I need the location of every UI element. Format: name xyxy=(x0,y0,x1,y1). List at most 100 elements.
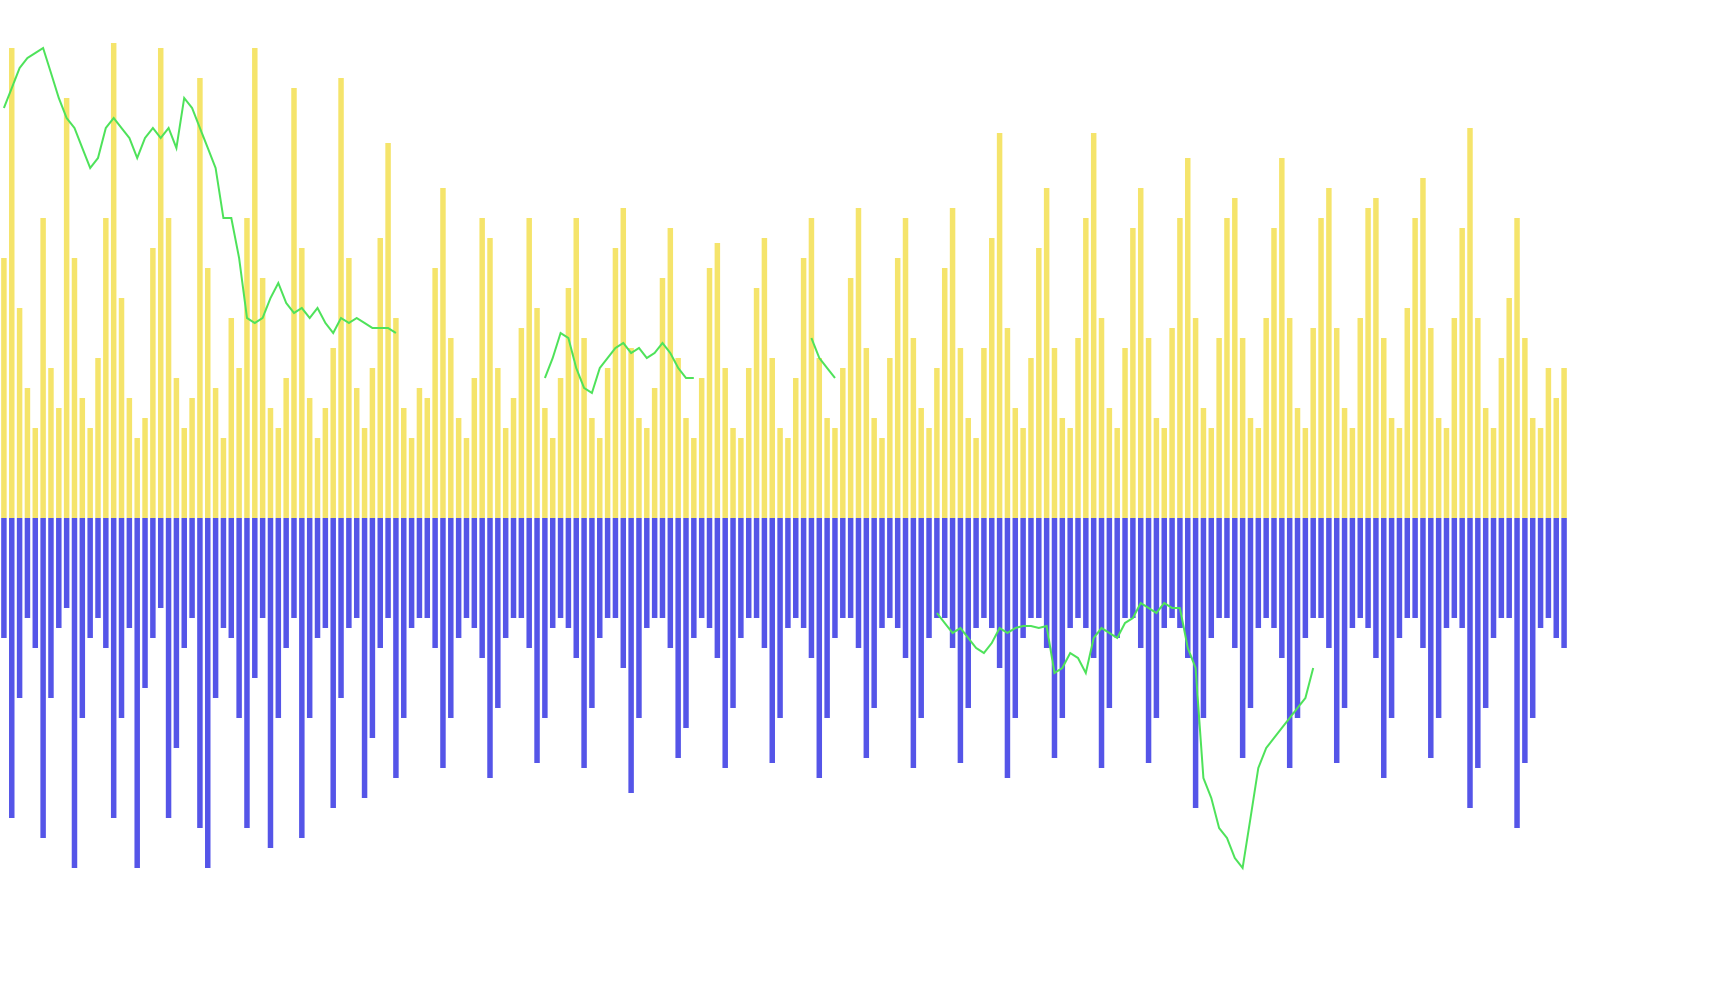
bar xyxy=(377,518,383,648)
bar xyxy=(989,238,995,518)
bar xyxy=(808,518,815,658)
bar xyxy=(628,518,634,793)
bar xyxy=(981,518,987,618)
bar xyxy=(902,518,909,658)
bar xyxy=(40,218,46,518)
bar xyxy=(150,248,156,518)
bar xyxy=(424,518,431,618)
bar xyxy=(1075,518,1081,618)
bar xyxy=(299,248,305,518)
bar xyxy=(996,133,1003,518)
bar xyxy=(526,518,532,648)
bar xyxy=(1302,518,1309,638)
bar xyxy=(1130,228,1136,518)
bar xyxy=(9,48,15,518)
bar xyxy=(542,408,548,518)
bar xyxy=(408,438,415,518)
bar xyxy=(1232,198,1238,518)
bar xyxy=(165,218,172,518)
bar xyxy=(510,398,517,518)
bar xyxy=(949,208,956,518)
bar xyxy=(1255,428,1262,518)
bar xyxy=(800,258,807,518)
bar xyxy=(1310,328,1316,518)
bar xyxy=(1208,518,1215,638)
bar xyxy=(401,518,407,718)
bar xyxy=(1043,188,1050,518)
bar xyxy=(1161,428,1167,518)
bar xyxy=(1310,518,1316,618)
bar xyxy=(1263,518,1269,618)
bar xyxy=(1,258,7,518)
bar xyxy=(16,518,23,698)
bar xyxy=(1302,428,1309,518)
bar xyxy=(110,518,117,818)
bar xyxy=(471,378,478,518)
bar xyxy=(1412,218,1418,518)
bar xyxy=(894,258,901,518)
bar xyxy=(495,518,501,708)
bar xyxy=(518,328,525,518)
bar xyxy=(1279,518,1285,658)
bar xyxy=(534,518,540,763)
bar xyxy=(1114,428,1120,518)
bar xyxy=(71,518,78,868)
bar xyxy=(926,428,932,518)
bar xyxy=(1459,518,1465,628)
bar xyxy=(1192,518,1199,808)
bar xyxy=(745,518,752,618)
bar xyxy=(573,518,579,658)
bar xyxy=(212,388,219,518)
bar xyxy=(1059,418,1066,518)
bar xyxy=(63,98,70,518)
bar xyxy=(173,378,180,518)
bar xyxy=(1216,518,1222,618)
bar xyxy=(604,518,611,618)
bar xyxy=(510,518,517,618)
bar xyxy=(1255,518,1262,628)
bar xyxy=(393,318,399,518)
bar xyxy=(793,378,799,518)
bar xyxy=(157,518,164,608)
bar xyxy=(777,428,783,518)
bar xyxy=(267,408,274,518)
bar xyxy=(557,518,564,618)
bar xyxy=(761,518,768,648)
bar xyxy=(110,43,117,518)
bar xyxy=(1169,328,1175,518)
bar xyxy=(1012,518,1019,718)
bar xyxy=(808,218,815,518)
bar xyxy=(918,518,924,718)
bar xyxy=(361,428,368,518)
bar xyxy=(557,378,564,518)
bar xyxy=(1435,518,1442,718)
bar xyxy=(1412,518,1418,618)
bar xyxy=(338,78,344,518)
bar xyxy=(455,418,462,518)
bar xyxy=(1553,518,1559,638)
bar xyxy=(385,143,391,518)
bar xyxy=(283,378,289,518)
bar xyxy=(314,518,321,638)
bar xyxy=(56,408,62,518)
bar xyxy=(981,348,987,518)
bar xyxy=(1247,518,1254,708)
bar xyxy=(965,518,971,708)
bar xyxy=(314,438,321,518)
bar xyxy=(432,268,438,518)
bar xyxy=(745,368,752,518)
bar xyxy=(542,518,548,718)
bar xyxy=(95,358,101,518)
bar xyxy=(957,348,964,518)
bar xyxy=(879,518,885,628)
bar xyxy=(926,518,932,638)
bar xyxy=(1333,518,1340,763)
bar xyxy=(56,518,62,628)
bar xyxy=(252,48,258,518)
bar xyxy=(604,368,611,518)
bar xyxy=(793,518,799,618)
bar xyxy=(1200,408,1207,518)
bar xyxy=(1404,308,1411,518)
bar xyxy=(1537,518,1544,628)
